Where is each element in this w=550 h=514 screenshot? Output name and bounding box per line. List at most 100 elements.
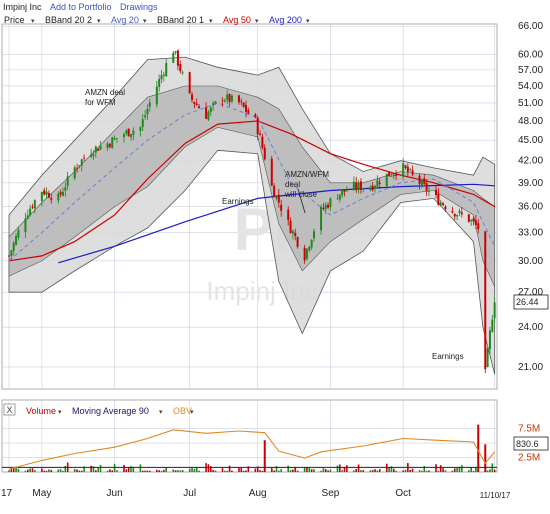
legend-item-bband-20-2: BBand 20 2 — [45, 15, 92, 25]
volume-bar — [209, 466, 212, 472]
volume-bar — [439, 465, 442, 472]
candle-body — [437, 193, 440, 205]
volume-bar — [148, 470, 151, 472]
volume-bar — [181, 469, 184, 472]
candle-body — [352, 181, 355, 190]
legend-item-avg-20: Avg 20 — [111, 15, 139, 25]
x-axis: 17 May Jun Jul Aug Sep Oct 11/10/17 — [1, 488, 511, 500]
candle-body — [230, 95, 233, 102]
candle-body — [460, 212, 463, 215]
volume-bar — [17, 468, 20, 472]
volume-bar — [99, 464, 102, 472]
candle-body — [343, 189, 346, 192]
volume-bar — [458, 466, 461, 472]
volume-bar — [113, 463, 116, 472]
volume-bar — [306, 466, 308, 472]
candle-body — [324, 204, 327, 210]
volume-bar — [92, 466, 95, 472]
volume-bar — [418, 470, 421, 472]
volume-bar — [224, 470, 226, 472]
x-tick-label: Aug — [249, 488, 267, 499]
candle-body — [111, 137, 114, 149]
candle-body — [10, 250, 13, 256]
candle-body — [141, 119, 144, 127]
candle-body — [188, 72, 191, 94]
candle-body — [179, 63, 182, 72]
volume-bar — [106, 470, 109, 472]
volume-bar — [24, 470, 27, 472]
candle-body — [221, 100, 224, 102]
candle-body — [162, 74, 165, 76]
candle-body — [209, 107, 212, 112]
candle-body — [406, 166, 409, 173]
volume-bar — [83, 466, 85, 472]
price-y-tick-label: 48.00 — [518, 116, 543, 127]
candle-body — [280, 204, 283, 211]
add-to-portfolio-link[interactable]: Add to Portfolio — [50, 2, 112, 12]
candle-body — [477, 223, 480, 230]
volume-bar — [411, 468, 414, 472]
price-y-tick-label: 27.00 — [518, 287, 543, 298]
volume-bar — [486, 470, 489, 472]
candle-body — [66, 176, 69, 186]
volume-bar — [475, 467, 477, 472]
volume-bar — [327, 470, 329, 472]
candle-body — [15, 236, 18, 245]
annotation-close-pointer — [297, 188, 306, 214]
volume-bar — [355, 468, 358, 472]
price-legend: Price ▾ BBand 20 2 ▾ Avg 20 ▾ BBand 20 1 ▾ Avg 5… — [4, 15, 310, 25]
volume-bar — [226, 470, 229, 472]
legend-item-avg-50: Avg 50 — [223, 15, 251, 25]
volume-bar — [287, 465, 290, 472]
annotation-close-line1: AMZN/WFM — [285, 170, 329, 179]
candle-body — [92, 154, 95, 156]
volume-bar — [392, 468, 395, 472]
volume-bar — [322, 468, 325, 472]
volume-bar — [41, 468, 43, 472]
candle-body — [83, 157, 86, 159]
volume-bar — [12, 467, 15, 472]
volume-bar — [435, 464, 437, 472]
annotation-amzn-line1: AMZN deal — [85, 88, 125, 97]
candle-body — [444, 206, 447, 210]
candle-body — [59, 192, 62, 195]
candle-body — [115, 138, 118, 139]
volume-bar — [123, 464, 125, 472]
volume-bar — [228, 465, 231, 472]
volume-bar — [191, 467, 193, 472]
price-y-tick-label: 51.00 — [518, 98, 543, 109]
candle-body — [289, 220, 292, 234]
volume-bar — [254, 468, 257, 472]
volume-bar — [130, 466, 132, 472]
candle-body — [125, 130, 128, 134]
candle-body — [357, 182, 360, 190]
drawings-link[interactable]: Drawings — [120, 2, 158, 12]
volume-bar — [374, 469, 376, 472]
candle-body — [33, 200, 36, 209]
candle-body — [294, 232, 297, 237]
volume-bar — [346, 465, 348, 472]
candle-body — [310, 239, 313, 248]
volume-bar — [339, 464, 341, 472]
last-price-box — [513, 294, 549, 310]
candle-body — [378, 182, 381, 184]
volume-bar — [146, 470, 149, 472]
volume-bar — [125, 469, 128, 472]
candle-body — [40, 192, 43, 201]
candle-body — [212, 103, 215, 106]
obv-path — [8, 429, 496, 470]
last-price-label: 26.44 — [516, 297, 539, 307]
volume-y-tick-label: 2.5M — [518, 453, 540, 464]
candle-body — [158, 78, 161, 88]
volume-bar — [371, 470, 374, 472]
legend-dropdown-icon: ▾ — [31, 18, 35, 25]
candle-body — [402, 163, 405, 177]
volume-bar — [34, 470, 36, 472]
candle-body — [336, 198, 339, 200]
volume-bar — [421, 470, 423, 472]
candle-body — [223, 100, 226, 102]
candle-body — [226, 94, 229, 100]
volume-close-button[interactable] — [3, 403, 16, 416]
volume-bar — [29, 468, 31, 472]
